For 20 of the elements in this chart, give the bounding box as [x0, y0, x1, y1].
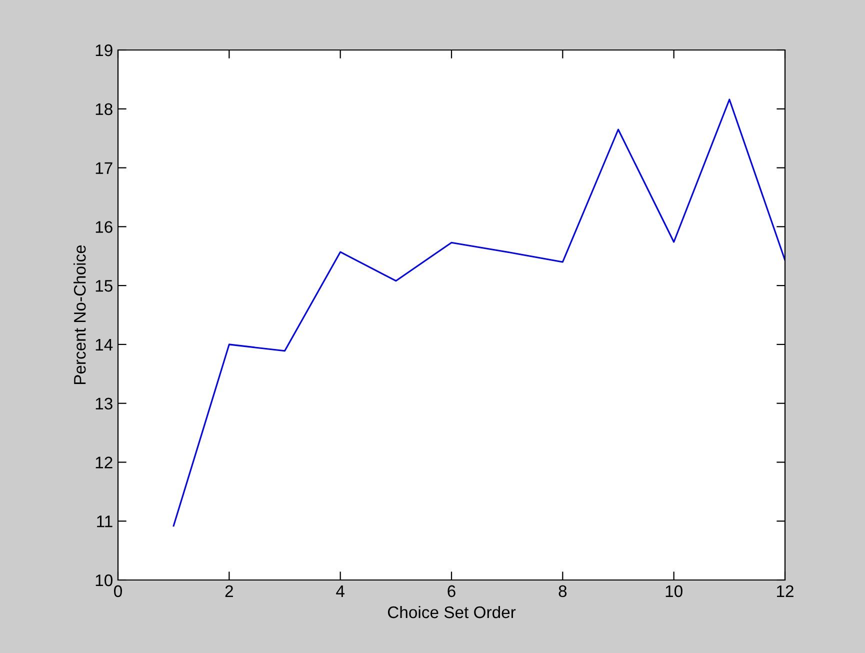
line-series [172, 98, 785, 527]
x-tick-label: 12 [777, 585, 794, 597]
y-tick-label: 19 [96, 44, 112, 56]
x-tick-label: 4 [336, 585, 344, 597]
y-tick-label: 15 [96, 280, 112, 292]
y-tick-label: 16 [96, 221, 112, 233]
x-tick-label: 2 [225, 585, 233, 597]
x-tick-label: 6 [448, 585, 456, 598]
y-tick-label: 10 [96, 574, 112, 586]
y-tick-label: 18 [96, 103, 112, 116]
x-tick-label: 0 [114, 585, 122, 598]
y-tick-label: 14 [96, 339, 113, 350]
x-tick-label: 8 [558, 585, 567, 598]
x-axis-title: Choice Set Order [388, 606, 516, 618]
x-tick-label: 10 [666, 585, 682, 598]
y-tick-label: 12 [96, 456, 112, 468]
y-tick-label: 13 [96, 398, 112, 410]
y-tick-label: 17 [96, 162, 112, 174]
y-axis-title: Percent No-Choice [74, 245, 86, 384]
y-tick-label: 11 [97, 516, 112, 528]
